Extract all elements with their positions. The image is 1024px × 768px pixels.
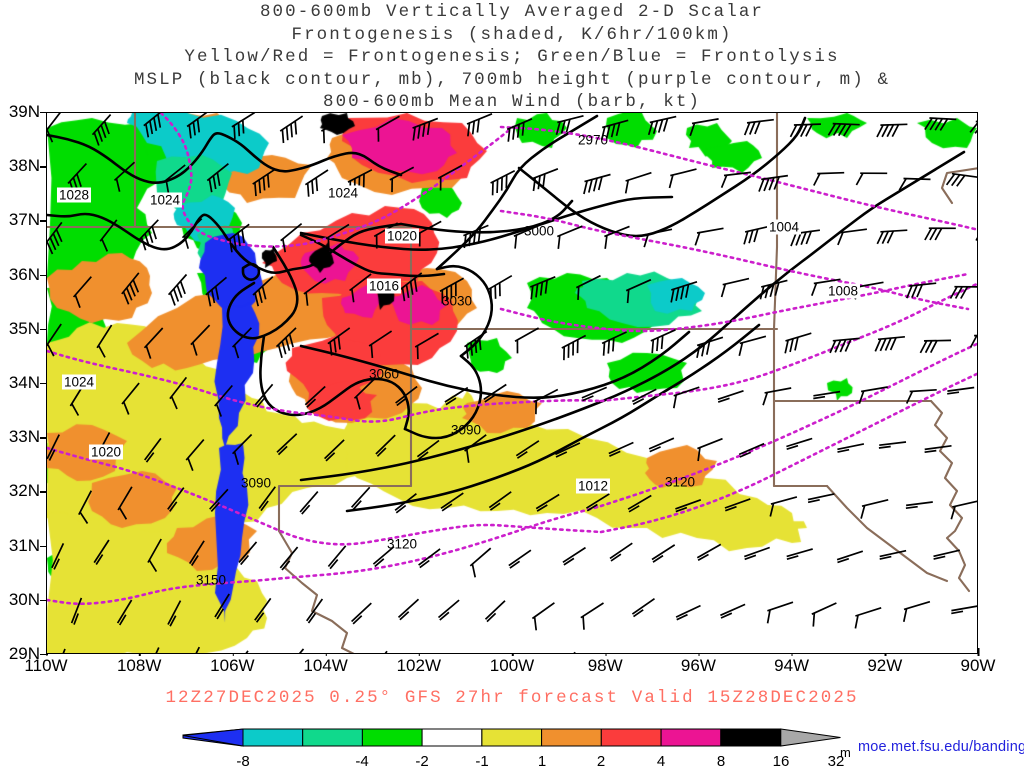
svg-text:8: 8 [717, 753, 725, 768]
svg-text:1: 1 [538, 753, 546, 768]
svg-text:16: 16 [773, 753, 790, 768]
svg-text:2: 2 [597, 753, 605, 768]
svg-text:4: 4 [657, 753, 665, 768]
svg-text:-8: -8 [236, 753, 249, 768]
svg-text:-2: -2 [415, 753, 428, 768]
svg-text:-1: -1 [475, 753, 488, 768]
svg-text:-4: -4 [355, 753, 368, 768]
